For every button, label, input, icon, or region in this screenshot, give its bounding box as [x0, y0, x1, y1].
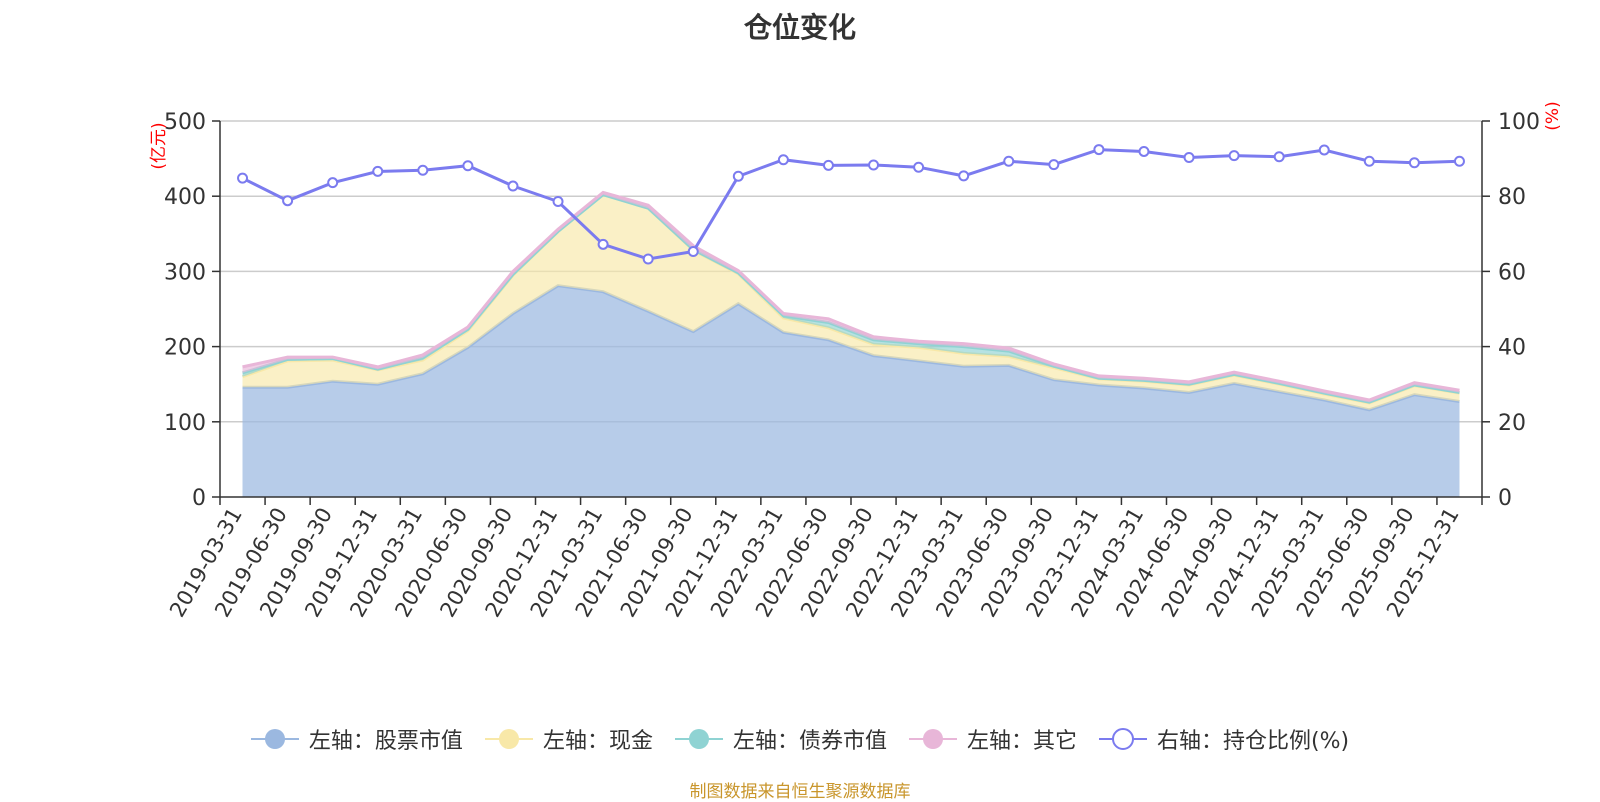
ratio-point [417, 164, 429, 176]
right-axis-unit: (%) [1543, 101, 1563, 130]
legend-marker-bond [674, 729, 723, 749]
right-tick-label: 80 [1498, 185, 1526, 210]
ratio-line [241, 148, 1460, 261]
legend: 左轴：股票市值 左轴：现金 左轴：债券市值 左轴：其它 右轴：持仓比例(%) [0, 723, 1600, 755]
legend-marker-ratio [1098, 728, 1147, 750]
ratio-point [1363, 155, 1375, 167]
ratio-point [958, 170, 970, 182]
legend-marker-cash [484, 729, 533, 749]
left-tick-label: 200 [164, 336, 206, 361]
ratio-point [642, 253, 654, 265]
left-tick-label: 500 [164, 110, 206, 135]
ratio-point [687, 245, 699, 257]
ratio-point [507, 180, 519, 192]
ratio-point [1003, 155, 1015, 167]
legend-label-ratio: 右轴：持仓比例(%) [1156, 729, 1350, 754]
legend-item-cash[interactable]: 左轴：现金 [484, 723, 653, 755]
ratio-point [1408, 157, 1420, 169]
ratio-point [237, 172, 249, 184]
ratio-point [732, 170, 744, 182]
right-tick-label: 60 [1498, 260, 1526, 285]
ratio-point [327, 177, 339, 189]
area-stock [242, 285, 1460, 497]
source-note: 制图数据来自恒生聚源数据库 [689, 782, 911, 802]
ratio-point [372, 165, 384, 177]
ratio-point [1048, 159, 1060, 171]
right-tick-label: 20 [1498, 411, 1526, 436]
ratio-point [1453, 155, 1465, 167]
left-axis-unit: (亿元) [149, 122, 169, 169]
left-tick-label: 300 [164, 260, 206, 285]
ratio-point [282, 195, 294, 207]
left-tick-label: 100 [164, 411, 206, 436]
ratio-point [552, 195, 564, 207]
ratio-point [1138, 145, 1150, 157]
ratio-point [1318, 144, 1330, 156]
left-tick-label: 0 [192, 486, 206, 511]
legend-label-other: 左轴：其它 [966, 729, 1077, 754]
area-cash [242, 194, 1460, 410]
legend-item-bond[interactable]: 左轴：债券市值 [674, 723, 887, 755]
left-tick-label: 400 [164, 185, 206, 210]
right-tick-label: 100 [1498, 110, 1540, 135]
ratio-point [868, 159, 880, 171]
right-tick-label: 0 [1498, 486, 1512, 511]
legend-label-bond: 左轴：债券市值 [732, 729, 887, 754]
chart-title: 仓位变化 [743, 11, 856, 44]
ratio-point [597, 238, 609, 250]
legend-label-stock: 左轴：股票市值 [308, 729, 463, 754]
ratio-point [1183, 151, 1195, 163]
legend-item-other[interactable]: 左轴：其它 [908, 723, 1077, 755]
ratio-point [1093, 144, 1105, 156]
legend-marker-other [908, 729, 957, 749]
legend-item-ratio[interactable]: 右轴：持仓比例(%) [1098, 723, 1350, 755]
right-tick-label: 40 [1498, 336, 1526, 361]
ratio-point [822, 159, 834, 171]
ratio-point [1273, 151, 1285, 163]
ratio-point [913, 161, 925, 173]
legend-marker-stock [250, 729, 299, 749]
legend-item-stock[interactable]: 左轴：股票市值 [250, 723, 463, 755]
ratio-point [777, 154, 789, 166]
legend-label-cash: 左轴：现金 [542, 729, 653, 754]
ratio-point [462, 160, 474, 172]
area-line-other [242, 190, 1460, 402]
ratio-point [1228, 150, 1240, 162]
